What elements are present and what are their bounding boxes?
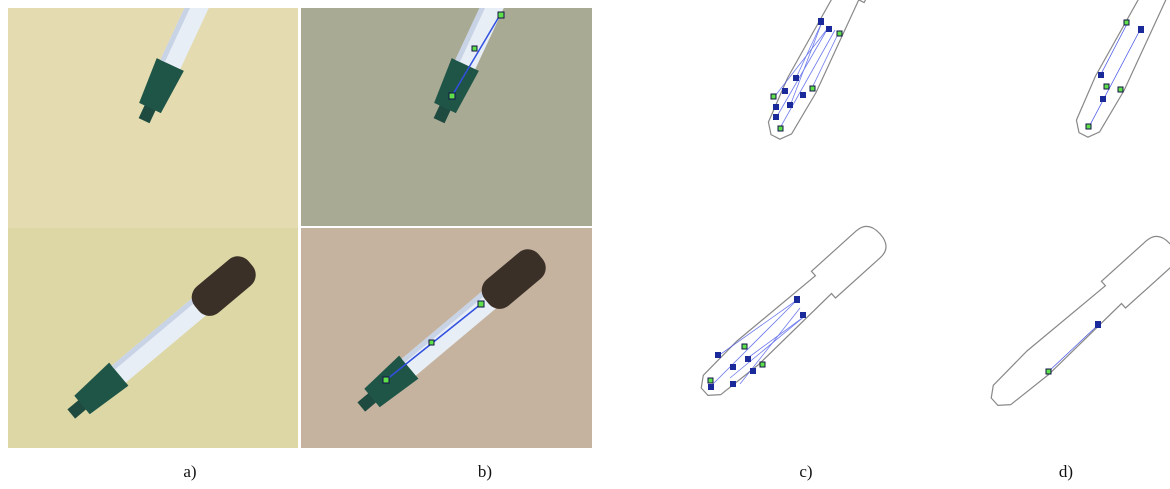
model-view <box>983 0 1170 415</box>
panel-label: b) <box>465 462 505 482</box>
panel-label: a) <box>170 462 210 482</box>
panel-label: c) <box>786 462 826 482</box>
figure: a) b) c) d) <box>0 0 1170 489</box>
figure-graphics <box>0 0 1170 489</box>
panel-label: d) <box>1046 462 1086 482</box>
photo-bg <box>8 8 298 228</box>
model-view <box>693 0 899 405</box>
